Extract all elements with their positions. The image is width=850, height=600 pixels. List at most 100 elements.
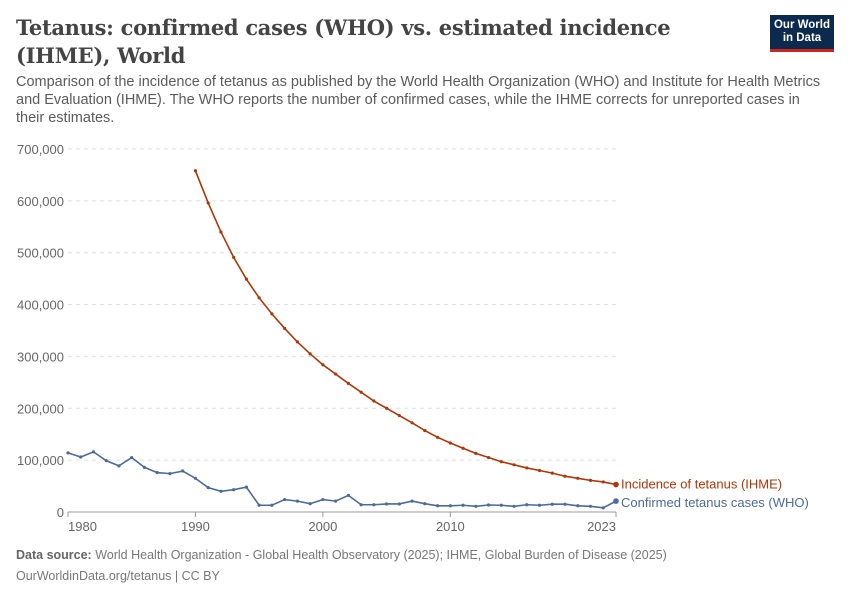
data-point — [270, 312, 274, 316]
series-label: Incidence of tetanus (IHME) — [621, 477, 782, 492]
data-point — [244, 485, 249, 489]
data-point — [257, 296, 261, 300]
data-point — [295, 340, 299, 344]
data-point — [91, 450, 96, 454]
data-point — [168, 472, 172, 476]
data-point — [385, 406, 389, 410]
data-point — [130, 455, 134, 460]
data-point — [397, 502, 401, 506]
data-point — [257, 503, 261, 507]
data-point — [576, 476, 580, 480]
data-point — [550, 471, 554, 475]
logo-line1: Our World — [773, 19, 830, 31]
series-line — [194, 170, 617, 486]
data-point — [79, 455, 83, 459]
data-point — [219, 230, 223, 234]
data-point — [244, 277, 249, 281]
y-tick-label: 0 — [57, 505, 64, 520]
source-text: World Health Organization - Global Healt… — [95, 548, 667, 562]
chart-subtitle: Comparison of the incidence of tetanus a… — [16, 74, 821, 126]
chart-title: Tetanus: confirmed cases (WHO) vs. estim… — [16, 15, 671, 68]
series-label: Confirmed tetanus cases (WHO) — [621, 495, 809, 510]
data-point — [550, 502, 554, 506]
data-point — [193, 169, 198, 173]
y-tick-label: 700,000 — [17, 142, 64, 157]
data-point — [334, 372, 338, 376]
data-point — [321, 497, 325, 502]
data-point — [283, 497, 287, 502]
data-point — [601, 480, 605, 484]
y-tick-label: 500,000 — [17, 246, 64, 261]
footer-url[interactable]: OurWorldinData.org/tetanus | CC BY — [16, 569, 220, 583]
data-point — [104, 459, 108, 463]
data-point — [512, 463, 516, 467]
y-tick-label: 600,000 — [17, 194, 64, 209]
data-point — [613, 498, 619, 504]
data-point — [537, 468, 542, 473]
data-point — [486, 455, 491, 460]
data-point — [563, 474, 567, 478]
data-point — [423, 502, 427, 506]
data-point — [232, 255, 236, 259]
data-point — [525, 466, 529, 470]
data-point — [486, 503, 491, 507]
data-point — [435, 504, 440, 508]
data-point — [588, 478, 593, 482]
data-point — [499, 460, 503, 464]
data-point — [308, 502, 312, 506]
data-point — [499, 503, 503, 507]
x-tick-label: 1990 — [181, 519, 210, 534]
data-point — [308, 352, 312, 356]
data-point — [461, 446, 465, 450]
data-source: Data source: World Health Organization -… — [16, 548, 667, 562]
data-point — [512, 504, 516, 508]
data-point — [181, 469, 185, 473]
data-point — [474, 451, 478, 456]
data-point — [295, 499, 299, 503]
y-tick-label: 100,000 — [17, 453, 64, 468]
owid-logo[interactable]: Our World in Data — [770, 15, 834, 52]
data-point — [461, 503, 465, 507]
data-point — [474, 504, 478, 508]
data-point — [410, 499, 414, 503]
data-point — [155, 470, 159, 475]
data-point — [321, 363, 325, 367]
data-point — [435, 435, 440, 439]
data-point — [563, 502, 567, 506]
data-point — [359, 503, 363, 507]
logo-line2: in Data — [782, 32, 822, 44]
y-tick-label: 300,000 — [17, 349, 64, 364]
data-point — [448, 441, 452, 445]
data-point — [372, 399, 376, 403]
data-point — [601, 506, 605, 510]
data-point — [410, 421, 414, 425]
x-tick-label: 2010 — [436, 519, 465, 534]
x-tick-label: 2000 — [308, 519, 337, 534]
data-point — [537, 503, 542, 507]
data-point — [525, 503, 529, 507]
source-label: Data source: — [16, 548, 92, 562]
data-point — [334, 499, 338, 503]
data-point — [576, 504, 580, 508]
data-point — [346, 381, 350, 385]
data-point — [142, 465, 147, 470]
data-point — [372, 503, 376, 507]
x-tick-label: 2023 — [587, 519, 616, 534]
data-point — [613, 481, 619, 488]
x-tick-label: 1980 — [68, 519, 97, 534]
data-point — [423, 428, 427, 433]
y-tick-label: 400,000 — [17, 298, 64, 313]
data-point — [117, 464, 121, 468]
data-point — [283, 326, 287, 331]
data-point — [193, 476, 198, 480]
data-point — [219, 489, 223, 493]
data-point — [66, 451, 70, 455]
data-point — [359, 390, 363, 394]
data-point — [588, 504, 593, 508]
data-point — [232, 488, 236, 492]
data-point — [270, 503, 274, 507]
data-point — [448, 504, 452, 508]
series-line — [67, 450, 617, 509]
